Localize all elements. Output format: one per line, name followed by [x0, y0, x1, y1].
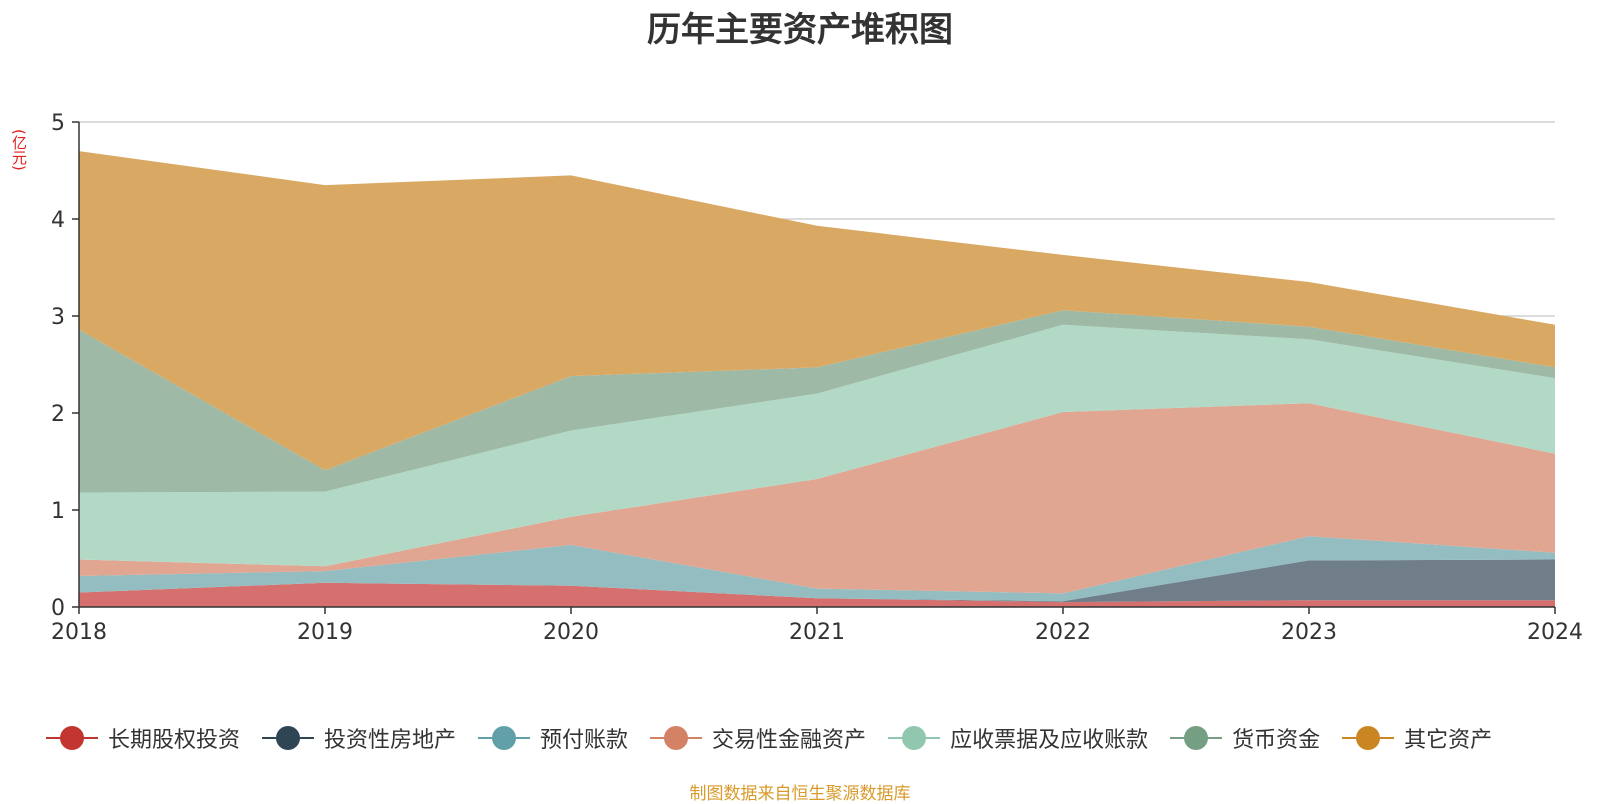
x-tick-label-2021: 2021	[789, 620, 845, 645]
area-series-2	[79, 536, 1555, 602]
legend-item-3[interactable]: 交易性金融资产	[650, 722, 866, 754]
area-series-5	[79, 310, 1555, 493]
legend-item-0[interactable]: 长期股权投资	[46, 722, 240, 754]
legend-marker-icon	[262, 726, 315, 750]
x-tick-label-2023: 2023	[1281, 620, 1337, 645]
area-series-6	[79, 151, 1555, 471]
legend-label: 预付账款	[540, 728, 629, 753]
legend-item-6[interactable]: 其它资产	[1342, 722, 1492, 754]
x-tick-label-2019: 2019	[297, 620, 353, 645]
legend-marker-icon	[478, 726, 531, 750]
legend-label: 应收票据及应收账款	[950, 728, 1149, 753]
x-tick-label-2022: 2022	[1035, 620, 1091, 645]
area-series-4	[79, 324, 1555, 567]
legend-label: 交易性金融资产	[712, 728, 867, 753]
legend-marker-icon	[1342, 726, 1395, 750]
y-tick-label-1: 1	[51, 499, 65, 524]
chart-legend: 长期股权投资 投资性房地产 预付账款 交易性金融资产 应收票据及应收账款 货币资金 其它资产	[46, 720, 1586, 756]
data-source-note: 制图数据来自恒生聚源数据库	[689, 784, 911, 804]
y-tick-label-4: 4	[51, 208, 65, 233]
legend-label: 长期股权投资	[108, 728, 241, 753]
legend-item-5[interactable]: 货币资金	[1170, 722, 1320, 754]
legend-marker-icon	[46, 726, 98, 750]
legend-marker-icon	[888, 726, 941, 750]
legend-marker-icon	[1170, 726, 1223, 750]
chart-title: 历年主要资产堆积图	[647, 10, 953, 50]
y-tick-label-0: 0	[51, 596, 65, 621]
legend-marker-icon	[650, 726, 703, 750]
legend-item-1[interactable]: 投资性房地产	[262, 722, 456, 754]
legend-label: 投资性房地产	[324, 728, 457, 753]
legend-item-4[interactable]: 应收票据及应收账款	[888, 722, 1148, 754]
x-tick-label-2020: 2020	[543, 620, 599, 645]
x-tick-label-2018: 2018	[51, 620, 107, 645]
area-series-0	[79, 582, 1555, 607]
y-tick-label-2: 2	[51, 402, 65, 427]
legend-label: 货币资金	[1232, 728, 1321, 753]
y-tick-label-3: 3	[51, 305, 65, 330]
legend-label: 其它资产	[1404, 728, 1493, 753]
area-series-3	[79, 403, 1555, 594]
legend-item-2[interactable]: 预付账款	[478, 722, 628, 754]
area-series-1	[79, 559, 1555, 603]
y-tick-label-5: 5	[51, 111, 65, 136]
y-axis-unit-label: (亿元)	[10, 129, 28, 171]
x-tick-label-2024: 2024	[1527, 620, 1583, 645]
